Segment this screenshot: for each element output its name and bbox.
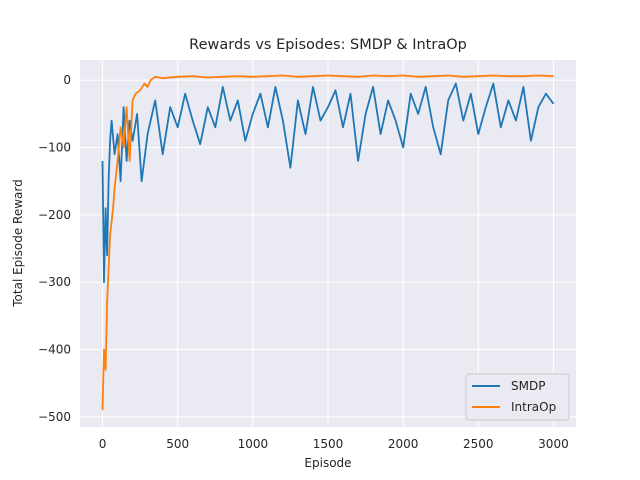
x-tick-label: 0 — [99, 437, 107, 451]
y-tick-label: 0 — [63, 73, 71, 87]
y-tick-label: −500 — [38, 410, 71, 424]
x-tick-label: 1000 — [238, 437, 269, 451]
x-tick-labels: 0 500 1000 1500 2000 2500 3000 — [99, 437, 569, 451]
x-axis-label: Episode — [304, 456, 351, 470]
x-tick-label: 2000 — [388, 437, 419, 451]
series-line-intraop — [101, 74, 554, 411]
y-tick-label: −100 — [38, 141, 71, 155]
x-tick-label: 2500 — [463, 437, 494, 451]
legend-label-intraop: IntraOp — [511, 400, 556, 414]
y-tick-label: −200 — [38, 208, 71, 222]
y-tick-labels: 0 −100 −200 −300 −400 −500 — [38, 73, 71, 424]
legend: SMDP IntraOp — [465, 373, 570, 421]
series-lines — [101, 74, 555, 411]
x-tick-label: 500 — [166, 437, 189, 451]
y-tick-label: −300 — [38, 275, 71, 289]
x-tick-label: 1500 — [313, 437, 344, 451]
chart-title: Rewards vs Episodes: SMDP & IntraOp — [189, 37, 467, 53]
legend-label-smdp: SMDP — [511, 379, 545, 393]
x-tick-label: 3000 — [538, 437, 569, 451]
y-axis-label: Total Episode Reward — [11, 179, 25, 307]
y-tick-label: −400 — [38, 343, 71, 357]
